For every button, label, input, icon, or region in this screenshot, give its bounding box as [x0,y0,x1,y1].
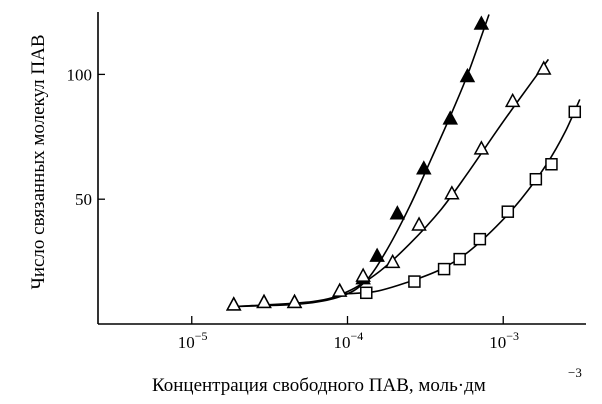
series-2-point [225,296,242,311]
series-1-point [416,160,432,175]
series-1-point [389,205,406,220]
x-tick-label: 10−4 [333,329,363,352]
series-2-point [331,282,348,297]
x-tick-label: 10−3 [489,329,519,352]
series-3-point [453,252,466,266]
series-1-point [473,15,490,30]
series-3-point [437,262,451,276]
series-1-point [369,247,385,262]
x-axis-title: Концентрация свободного ПАВ, моль·дм [152,375,486,396]
series-3-point [568,105,582,119]
series-2-point [504,92,521,108]
axis-layer: 50 100 10−5 10−4 10−3 [67,12,586,352]
series-2-point [535,60,552,75]
series-3-point [529,172,543,186]
series-2-point [411,216,427,231]
x-axis-title-exponent: −3 [568,365,582,380]
series-2-curve [233,58,550,308]
y-axis-title: Число связанных молекул ПАВ [28,34,49,289]
series-2-point [384,253,401,269]
series-3-point [360,286,373,300]
y-tick-label: 100 [67,65,93,84]
series-2-point [256,293,272,309]
series-1-point [459,67,476,83]
y-tick-label: 50 [75,190,92,209]
series-2-point [444,185,460,200]
series-3-point [501,205,515,218]
series-3-point [545,158,558,171]
x-tick-label: 10−5 [178,329,208,352]
series-2-point [286,293,303,309]
series-3-point [408,275,421,288]
series-2-point [355,267,371,282]
plot-layer [225,14,582,311]
series-1-curve [233,14,490,308]
series-1-point [442,110,459,125]
series-2-point [473,140,490,155]
series-3-point [473,232,487,246]
